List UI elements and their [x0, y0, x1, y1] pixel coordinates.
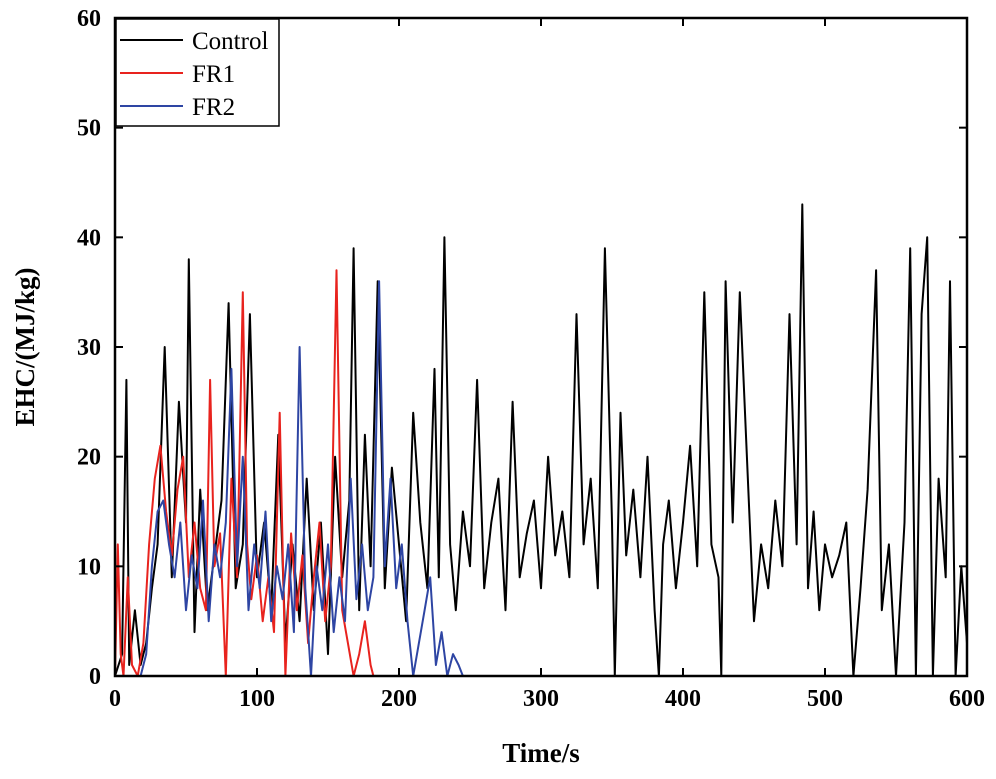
- series-line-control: [114, 203, 968, 677]
- x-tick-label: 200: [381, 686, 417, 712]
- y-tick-label: 10: [77, 554, 101, 580]
- x-tick-label: 400: [665, 686, 701, 712]
- y-tick-label: 20: [77, 445, 101, 471]
- y-tick-label: 40: [77, 225, 101, 251]
- x-tick-label: 0: [109, 686, 121, 712]
- plot-lines: [114, 203, 968, 677]
- y-tick-label: 30: [77, 335, 101, 361]
- x-tick-label: 600: [949, 686, 985, 712]
- y-tick-label: 50: [77, 116, 101, 142]
- legend-label-fr2: FR2: [192, 94, 235, 121]
- x-tick-label: 100: [239, 686, 275, 712]
- legend: Control FR1 FR2: [115, 18, 280, 127]
- y-tick-label: 0: [89, 664, 101, 690]
- x-tick-label: 500: [807, 686, 843, 712]
- x-axis-title: Time/s: [502, 738, 580, 768]
- y-axis-title: EHC/(MJ/kg): [10, 268, 40, 427]
- series-line-fr2: [115, 280, 464, 677]
- legend-label-control: Control: [192, 28, 268, 55]
- axis-ticks: 0 100 200 300 400 500 600 0 10 20 30 40 50 60: [77, 6, 985, 712]
- x-tick-label: 300: [523, 686, 559, 712]
- y-tick-label: 60: [77, 6, 101, 32]
- legend-label-fr1: FR1: [192, 61, 235, 88]
